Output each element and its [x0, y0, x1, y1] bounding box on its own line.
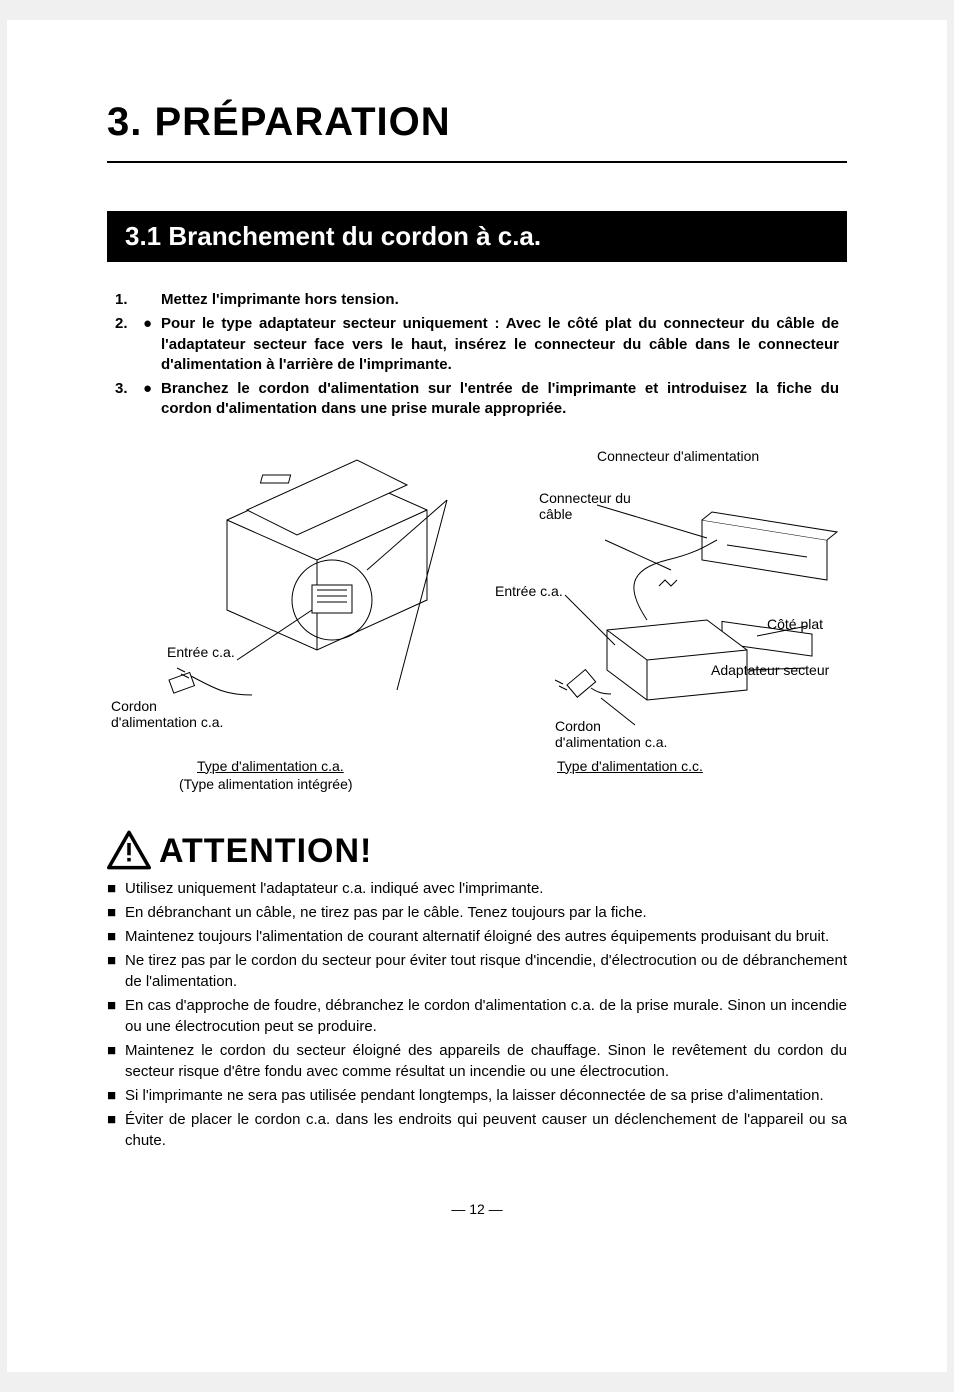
step-text: Pour le type adaptateur secteur uniqueme…	[161, 314, 839, 375]
label-cordon-left-l1: Cordon	[111, 698, 157, 715]
step-number: 1.	[115, 290, 143, 310]
label-entree-ca-left: Entrée c.a.	[167, 644, 235, 661]
label-connecteur-cable-l2: câble	[539, 506, 572, 523]
attention-text: Maintenez le cordon du secteur éloigné d…	[125, 1040, 847, 1082]
attention-item: ■Éviter de placer le cordon c.a. dans le…	[107, 1109, 847, 1151]
step-bullet	[143, 290, 161, 310]
label-cordon-right-l1: Cordon	[555, 718, 601, 735]
step-text: Mettez l'imprimante hors tension.	[161, 290, 839, 310]
label-connecteur-cable-l1: Connecteur du	[539, 490, 631, 507]
square-bullet-icon: ■	[107, 1040, 125, 1082]
attention-text: Si l'imprimante ne sera pas utilisée pen…	[125, 1085, 847, 1106]
caption-left-l1: Type d'alimentation c.a.	[197, 758, 344, 775]
attention-item: ■En débranchant un câble, ne tirez pas p…	[107, 902, 847, 923]
step-item: 2. ● Pour le type adaptateur secteur uni…	[115, 314, 839, 375]
step-bullet: ●	[143, 379, 161, 420]
steps-list: 1. Mettez l'imprimante hors tension. 2. …	[107, 290, 847, 420]
square-bullet-icon: ■	[107, 995, 125, 1037]
attention-item: ■Si l'imprimante ne sera pas utilisée pe…	[107, 1085, 847, 1106]
attention-text: Maintenez toujours l'alimentation de cou…	[125, 926, 847, 947]
square-bullet-icon: ■	[107, 1109, 125, 1151]
caption-right: Type d'alimentation c.c.	[557, 758, 703, 775]
attention-item: ■Ne tirez pas par le cordon du secteur p…	[107, 950, 847, 992]
square-bullet-icon: ■	[107, 950, 125, 992]
attention-text: Éviter de placer le cordon c.a. dans les…	[125, 1109, 847, 1151]
label-connecteur-alimentation: Connecteur d'alimentation	[597, 448, 759, 465]
label-adaptateur-secteur: Adaptateur secteur	[711, 662, 829, 679]
step-item: 1. Mettez l'imprimante hors tension.	[115, 290, 839, 310]
diagram-area: Connecteur d'alimentation Connecteur du …	[107, 440, 847, 800]
label-entree-ca-right: Entrée c.a.	[495, 583, 563, 600]
attention-block: ATTENTION! ■Utilisez uniquement l'adapta…	[107, 830, 847, 1151]
attention-heading: ATTENTION!	[107, 830, 847, 870]
page-number: — 12 —	[107, 1201, 847, 1217]
square-bullet-icon: ■	[107, 902, 125, 923]
square-bullet-icon: ■	[107, 878, 125, 899]
attention-text: En cas d'approche de foudre, débranchez …	[125, 995, 847, 1037]
attention-text: Utilisez uniquement l'adaptateur c.a. in…	[125, 878, 847, 899]
step-number: 2.	[115, 314, 143, 375]
section-bar: 3.1 Branchement du cordon à c.a.	[107, 211, 847, 262]
page: 3. PRÉPARATION 3.1 Branchement du cordon…	[7, 20, 947, 1372]
attention-word: ATTENTION!	[159, 834, 372, 870]
warning-triangle-icon	[107, 830, 151, 870]
step-number: 3.	[115, 379, 143, 420]
step-text: Branchez le cordon d'alimentation sur l'…	[161, 379, 839, 420]
attention-item: ■Maintenez le cordon du secteur éloigné …	[107, 1040, 847, 1082]
diagram-svg	[107, 440, 847, 800]
attention-text: Ne tirez pas par le cordon du secteur po…	[125, 950, 847, 992]
caption-left-l2: (Type alimentation intégrée)	[179, 776, 353, 793]
chapter-title: 3. PRÉPARATION	[107, 100, 847, 163]
attention-text: En débranchant un câble, ne tirez pas pa…	[125, 902, 847, 923]
attention-item: ■Maintenez toujours l'alimentation de co…	[107, 926, 847, 947]
label-cote-plat: Côté plat	[767, 616, 823, 633]
attention-item: ■Utilisez uniquement l'adaptateur c.a. i…	[107, 878, 847, 899]
attention-list: ■Utilisez uniquement l'adaptateur c.a. i…	[107, 878, 847, 1151]
step-bullet: ●	[143, 314, 161, 375]
square-bullet-icon: ■	[107, 1085, 125, 1106]
attention-item: ■En cas d'approche de foudre, débranchez…	[107, 995, 847, 1037]
step-item: 3. ● Branchez le cordon d'alimentation s…	[115, 379, 839, 420]
square-bullet-icon: ■	[107, 926, 125, 947]
label-cordon-left-l2: d'alimentation c.a.	[111, 714, 223, 731]
label-cordon-right-l2: d'alimentation c.a.	[555, 734, 667, 751]
